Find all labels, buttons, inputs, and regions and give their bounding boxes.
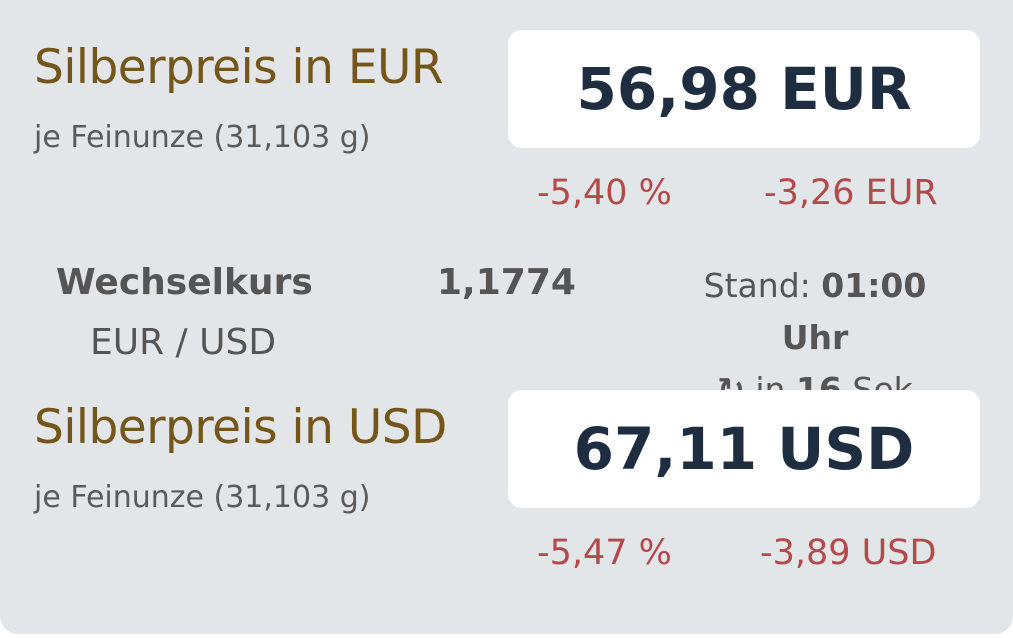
eur-change-percent: -5,40 % — [537, 173, 672, 213]
stand-time: 01:00 — [821, 266, 927, 305]
exchange-pair: EUR / USD — [90, 322, 277, 363]
exchange-label: Wechselkurs — [56, 262, 313, 303]
exchange-rate: 1,1774 — [437, 262, 576, 303]
usd-title: Silberpreis in USD — [34, 400, 447, 455]
refresh-unit: Sek — [852, 370, 913, 390]
usd-change-abs: -3,89 USD — [760, 533, 937, 573]
stand-time-unit: Uhr — [781, 318, 849, 357]
eur-unit: je Feinunze (31,103 g) — [34, 120, 371, 155]
refresh-icon[interactable]: ↻ — [717, 370, 745, 390]
stand-label: Stand: — [703, 266, 811, 305]
usd-change-percent: -5,47 % — [537, 533, 672, 573]
update-status: Stand: 01:00 Uhr ↻ in 16 Sek — [690, 260, 940, 390]
eur-change-abs: -3,26 EUR — [764, 173, 938, 213]
usd-unit: je Feinunze (31,103 g) — [34, 480, 371, 515]
eur-title: Silberpreis in EUR — [34, 40, 444, 95]
refresh-seconds: 16 — [795, 370, 842, 390]
refresh-prefix: in — [755, 370, 786, 390]
usd-price: 67,11 USD — [508, 390, 980, 508]
eur-price: 56,98 EUR — [508, 30, 980, 148]
